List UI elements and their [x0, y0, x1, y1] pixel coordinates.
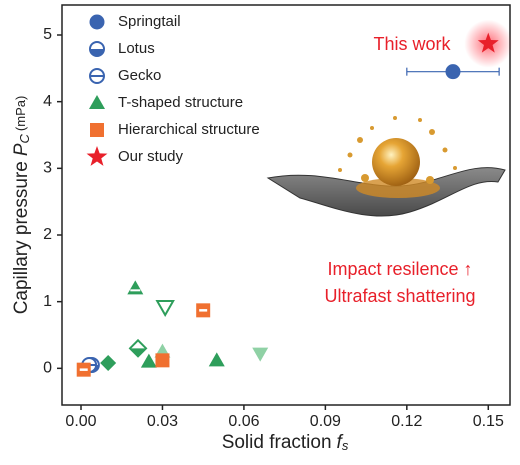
legend-marker	[89, 14, 105, 30]
point	[477, 32, 499, 53]
marker-shape	[445, 64, 461, 80]
marker-shape	[155, 353, 170, 368]
marker-shape	[89, 95, 105, 109]
legend-label: Hierarchical structure	[118, 121, 260, 138]
illustration	[266, 116, 506, 217]
marker-shape	[477, 32, 499, 53]
point	[100, 355, 117, 371]
legend-label: T-shaped structure	[118, 94, 243, 111]
legend-marker	[90, 123, 104, 137]
splash-base	[356, 178, 440, 198]
axes-frame	[61, 4, 511, 406]
marker-shape	[127, 280, 144, 295]
legend-label: Springtail	[118, 13, 181, 30]
legend: Springtail Lotus Gecko T-shaped structure Hi…	[86, 13, 260, 166]
marker-shape	[89, 14, 105, 30]
marker-shape	[252, 347, 269, 362]
x-axis-label: Solid fraction fs	[222, 432, 349, 453]
x-tick-label: 0.06	[228, 413, 259, 430]
splash-drops	[338, 116, 457, 184]
legend-label: Lotus	[118, 40, 155, 57]
marker-fill	[130, 348, 147, 357]
x-tick-label: 0.00	[65, 413, 96, 430]
y-label-symbol: P	[11, 143, 32, 156]
y-tick-label: 4	[43, 93, 52, 110]
point	[155, 300, 175, 318]
legend-marker	[89, 41, 105, 57]
point	[252, 347, 269, 362]
legend-label: Gecko	[118, 67, 161, 84]
point	[196, 303, 211, 318]
point	[128, 338, 148, 358]
point	[127, 280, 144, 295]
marker-shape	[86, 146, 108, 166]
droplet	[372, 138, 420, 186]
x-tick-label: 0.03	[147, 413, 178, 430]
plot-area: 0.00 0.03 0.06 0.09 0.12 0.15 0 1 2 3 4 5 Springtail…	[43, 4, 513, 430]
y-tick-label: 2	[43, 226, 52, 243]
x-label-symbol: f	[337, 432, 344, 453]
legend-marker	[86, 146, 108, 166]
x-label-text: Solid fraction	[222, 432, 332, 453]
annotation: This work	[373, 34, 451, 54]
annotation: Impact resilence ↑	[327, 259, 472, 279]
marker-shape	[100, 355, 117, 371]
y-label-text: Capillary pressure	[11, 161, 32, 314]
y-axis-label: Capillary pressure PC (mPa)	[11, 96, 32, 315]
x-tick-label: 0.12	[391, 413, 422, 430]
y-tick-label: 0	[43, 360, 52, 377]
y-tick-label: 5	[43, 26, 52, 43]
point	[208, 352, 225, 367]
point	[76, 362, 91, 377]
point	[140, 353, 157, 368]
x-label-sub: s	[342, 438, 349, 453]
x-tick-label: 0.15	[473, 413, 504, 430]
y-label-sub: C	[17, 133, 32, 143]
marker-shape	[140, 353, 157, 368]
legend-marker	[89, 95, 105, 109]
marker-shape	[155, 300, 175, 318]
legend-marker	[89, 68, 105, 84]
point	[155, 353, 170, 368]
annotation: Ultrafast shattering	[324, 286, 475, 306]
marker-shape	[208, 352, 225, 367]
x-tick-label: 0.09	[310, 413, 341, 430]
legend-label: Our study	[118, 148, 184, 165]
y-tick-label: 3	[43, 160, 52, 177]
y-label-unit: (mPa)	[13, 96, 28, 131]
marker-shape	[90, 123, 104, 137]
marker-fill	[90, 49, 104, 56]
y-tick-label: 1	[43, 293, 52, 310]
point	[445, 64, 461, 80]
